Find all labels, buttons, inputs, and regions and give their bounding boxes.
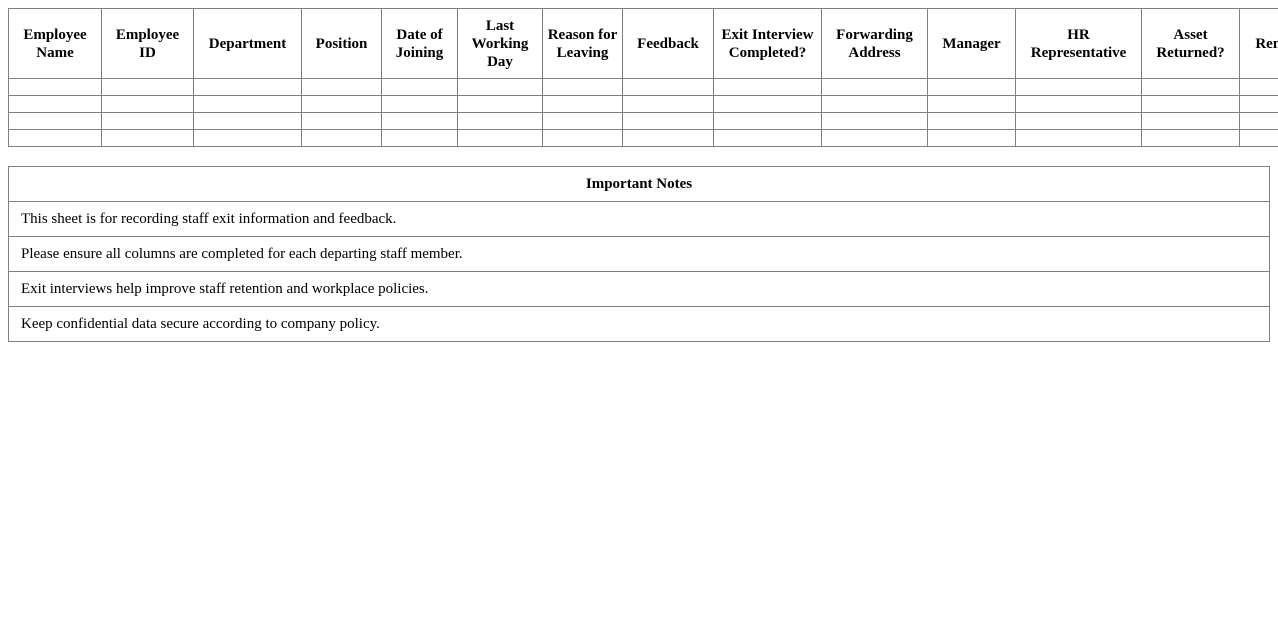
empty-cell xyxy=(927,112,1016,130)
column-header: Employee Name xyxy=(8,8,102,79)
empty-cell xyxy=(8,78,102,96)
empty-cell xyxy=(821,129,928,147)
empty-cell xyxy=(101,95,194,113)
empty-cell xyxy=(821,78,928,96)
column-header: Last Working Day xyxy=(457,8,543,79)
empty-cell xyxy=(301,95,382,113)
empty-cell xyxy=(301,129,382,147)
empty-cell xyxy=(927,95,1016,113)
empty-cell xyxy=(713,95,822,113)
empty-cell xyxy=(457,78,543,96)
empty-cell xyxy=(381,112,458,130)
notes-table: Important Notes This sheet is for record… xyxy=(8,166,1270,342)
notes-body: This sheet is for recording staff exit i… xyxy=(8,201,1270,342)
note-text: This sheet is for recording staff exit i… xyxy=(8,201,1270,237)
empty-cell xyxy=(193,129,302,147)
empty-row xyxy=(8,129,1278,147)
empty-cell xyxy=(381,95,458,113)
empty-cell xyxy=(542,129,623,147)
empty-cell xyxy=(927,129,1016,147)
column-header: Reason for Leaving xyxy=(542,8,623,79)
empty-cell xyxy=(1141,95,1240,113)
empty-cell xyxy=(1015,129,1142,147)
column-header: Asset Returned? xyxy=(1141,8,1240,79)
empty-cell xyxy=(101,78,194,96)
empty-cell xyxy=(1239,95,1278,113)
empty-cell xyxy=(622,78,714,96)
empty-cell xyxy=(1015,78,1142,96)
empty-cell xyxy=(1239,112,1278,130)
empty-cell xyxy=(381,129,458,147)
empty-cell xyxy=(1141,112,1240,130)
empty-cell xyxy=(542,78,623,96)
note-text: Keep confidential data secure according … xyxy=(8,306,1270,342)
empty-row xyxy=(8,78,1278,96)
empty-cell xyxy=(457,129,543,147)
empty-cell xyxy=(622,95,714,113)
empty-cell xyxy=(622,129,714,147)
empty-cell xyxy=(622,112,714,130)
column-header: Manager xyxy=(927,8,1016,79)
header-row: Employee Name Employee ID Department Positi… xyxy=(8,8,1278,79)
empty-cell xyxy=(193,112,302,130)
empty-cell xyxy=(1015,95,1142,113)
notes-title: Important Notes xyxy=(8,166,1270,202)
note-row: This sheet is for recording staff exit i… xyxy=(8,201,1270,237)
notes-header-row: Important Notes xyxy=(8,166,1270,202)
empty-cell xyxy=(301,78,382,96)
empty-cell xyxy=(457,95,543,113)
column-header: Position xyxy=(301,8,382,79)
empty-cell xyxy=(1141,78,1240,96)
exit-table: Employee Name Employee ID Department Positi… xyxy=(8,8,1278,147)
column-header: Feedback xyxy=(622,8,714,79)
empty-cell xyxy=(8,129,102,147)
note-text: Please ensure all columns are completed … xyxy=(8,236,1270,272)
empty-cell xyxy=(1239,78,1278,96)
column-header: Department xyxy=(193,8,302,79)
empty-cell xyxy=(457,112,543,130)
empty-cell xyxy=(301,112,382,130)
note-row: Please ensure all columns are completed … xyxy=(8,236,1270,272)
empty-cell xyxy=(1239,129,1278,147)
column-header: Forwarding Address xyxy=(821,8,928,79)
column-header: HR Representative xyxy=(1015,8,1142,79)
empty-cell xyxy=(821,112,928,130)
empty-cell xyxy=(1015,112,1142,130)
table-body xyxy=(8,78,1278,147)
note-row: Keep confidential data secure according … xyxy=(8,306,1270,342)
column-header: Remarks xyxy=(1239,8,1278,79)
note-row: Exit interviews help improve staff reten… xyxy=(8,271,1270,307)
empty-row xyxy=(8,112,1278,130)
column-header: Exit Interview Completed? xyxy=(713,8,822,79)
empty-cell xyxy=(821,95,928,113)
empty-cell xyxy=(193,95,302,113)
empty-cell xyxy=(1141,129,1240,147)
empty-cell xyxy=(713,78,822,96)
empty-cell xyxy=(8,112,102,130)
note-text: Exit interviews help improve staff reten… xyxy=(8,271,1270,307)
empty-cell xyxy=(193,78,302,96)
empty-cell xyxy=(927,78,1016,96)
column-header: Employee ID xyxy=(101,8,194,79)
empty-cell xyxy=(713,129,822,147)
empty-cell xyxy=(542,95,623,113)
empty-cell xyxy=(542,112,623,130)
empty-cell xyxy=(381,78,458,96)
table-wrapper: Employee Name Employee ID Department Positi… xyxy=(8,8,1278,147)
empty-cell xyxy=(713,112,822,130)
empty-cell xyxy=(101,112,194,130)
column-header: Date of Joining xyxy=(381,8,458,79)
empty-row xyxy=(8,95,1278,113)
empty-cell xyxy=(101,129,194,147)
empty-cell xyxy=(8,95,102,113)
